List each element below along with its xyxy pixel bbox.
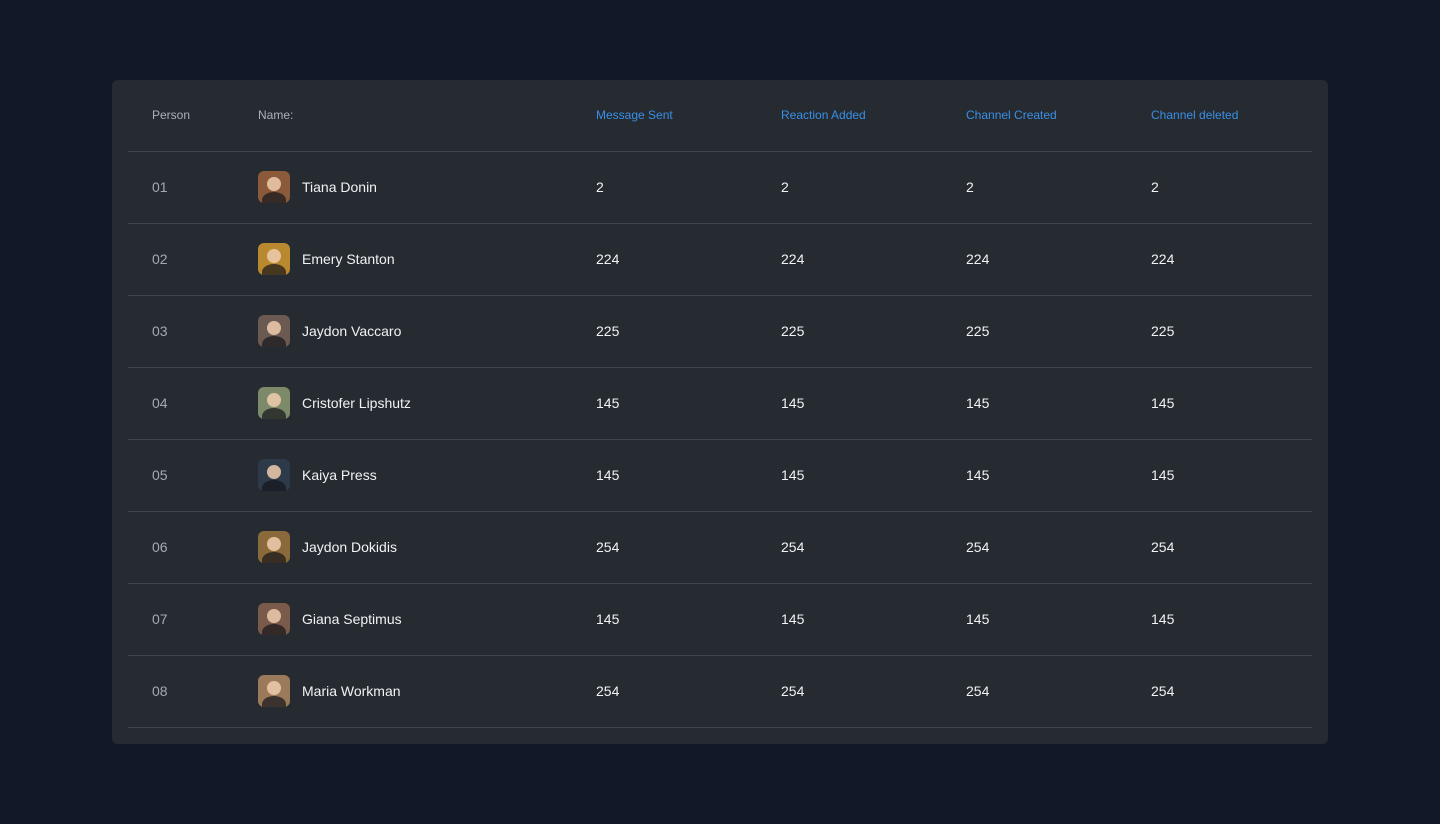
channel-created-value: 225	[966, 295, 1151, 368]
avatar	[258, 387, 290, 419]
avatar	[258, 531, 290, 563]
table-body: 01 Tiana Donin 2 2 2 2 02 Emery Stanton …	[128, 151, 1312, 728]
message-sent-value: 145	[596, 439, 781, 512]
channel-created-value: 2	[966, 151, 1151, 224]
person-name: Giana Septimus	[302, 611, 402, 627]
channel-deleted-value: 224	[1151, 223, 1312, 296]
reaction-added-value: 2	[781, 151, 966, 224]
channel-deleted-value: 2	[1151, 151, 1312, 224]
name-cell: Jaydon Vaccaro	[258, 295, 596, 368]
person-name: Maria Workman	[302, 683, 401, 699]
avatar	[258, 243, 290, 275]
avatar	[258, 603, 290, 635]
channel-deleted-value: 145	[1151, 367, 1312, 440]
table-row: 02 Emery Stanton 224 224 224 224	[128, 223, 1312, 296]
row-index: 06	[128, 511, 258, 584]
reaction-added-value: 145	[781, 367, 966, 440]
channel-deleted-value: 254	[1151, 511, 1312, 584]
message-sent-value: 145	[596, 367, 781, 440]
channel-deleted-value: 225	[1151, 295, 1312, 368]
channel-deleted-value: 145	[1151, 583, 1312, 656]
name-cell: Tiana Donin	[258, 151, 596, 224]
table-row: 07 Giana Septimus 145 145 145 145	[128, 583, 1312, 656]
header-message-sent[interactable]: Message Sent	[596, 80, 781, 152]
name-cell: Giana Septimus	[258, 583, 596, 656]
header-name: Name:	[258, 80, 596, 152]
row-index: 01	[128, 151, 258, 224]
header-reaction-added[interactable]: Reaction Added	[781, 80, 966, 152]
person-name: Jaydon Vaccaro	[302, 323, 402, 339]
name-cell: Maria Workman	[258, 655, 596, 728]
person-name: Emery Stanton	[302, 251, 395, 267]
table-row: 06 Jaydon Dokidis 254 254 254 254	[128, 511, 1312, 584]
reaction-added-value: 254	[781, 655, 966, 728]
channel-created-value: 254	[966, 655, 1151, 728]
reaction-added-value: 145	[781, 439, 966, 512]
table-row: 01 Tiana Donin 2 2 2 2	[128, 151, 1312, 224]
table-row: 03 Jaydon Vaccaro 225 225 225 225	[128, 295, 1312, 368]
channel-created-value: 145	[966, 583, 1151, 656]
table-row: 05 Kaiya Press 145 145 145 145	[128, 439, 1312, 512]
message-sent-value: 254	[596, 655, 781, 728]
table-header-row: Person Name: Message Sent Reaction Added…	[128, 80, 1312, 152]
name-cell: Emery Stanton	[258, 223, 596, 296]
person-name: Jaydon Dokidis	[302, 539, 397, 555]
name-cell: Jaydon Dokidis	[258, 511, 596, 584]
avatar	[258, 171, 290, 203]
header-channel-created[interactable]: Channel Created	[966, 80, 1151, 152]
name-cell: Cristofer Lipshutz	[258, 367, 596, 440]
channel-created-value: 145	[966, 439, 1151, 512]
avatar	[258, 459, 290, 491]
avatar	[258, 315, 290, 347]
message-sent-value: 145	[596, 583, 781, 656]
row-index: 03	[128, 295, 258, 368]
channel-deleted-value: 254	[1151, 655, 1312, 728]
message-sent-value: 224	[596, 223, 781, 296]
header-channel-deleted[interactable]: Channel deleted	[1151, 80, 1312, 152]
channel-created-value: 224	[966, 223, 1151, 296]
reaction-added-value: 145	[781, 583, 966, 656]
row-index: 07	[128, 583, 258, 656]
message-sent-value: 2	[596, 151, 781, 224]
row-index: 05	[128, 439, 258, 512]
channel-created-value: 254	[966, 511, 1151, 584]
person-name: Cristofer Lipshutz	[302, 395, 411, 411]
row-index: 02	[128, 223, 258, 296]
name-cell: Kaiya Press	[258, 439, 596, 512]
person-name: Tiana Donin	[302, 179, 377, 195]
activity-table: Person Name: Message Sent Reaction Added…	[128, 80, 1312, 728]
message-sent-value: 254	[596, 511, 781, 584]
table-row: 04 Cristofer Lipshutz 145 145 145 145	[128, 367, 1312, 440]
reaction-added-value: 254	[781, 511, 966, 584]
header-person: Person	[128, 80, 258, 152]
row-index: 04	[128, 367, 258, 440]
reaction-added-value: 225	[781, 295, 966, 368]
message-sent-value: 225	[596, 295, 781, 368]
person-name: Kaiya Press	[302, 467, 377, 483]
channel-created-value: 145	[966, 367, 1151, 440]
stats-card: Person Name: Message Sent Reaction Added…	[112, 80, 1328, 744]
table-row: 08 Maria Workman 254 254 254 254	[128, 655, 1312, 728]
row-index: 08	[128, 655, 258, 728]
avatar	[258, 675, 290, 707]
channel-deleted-value: 145	[1151, 439, 1312, 512]
reaction-added-value: 224	[781, 223, 966, 296]
